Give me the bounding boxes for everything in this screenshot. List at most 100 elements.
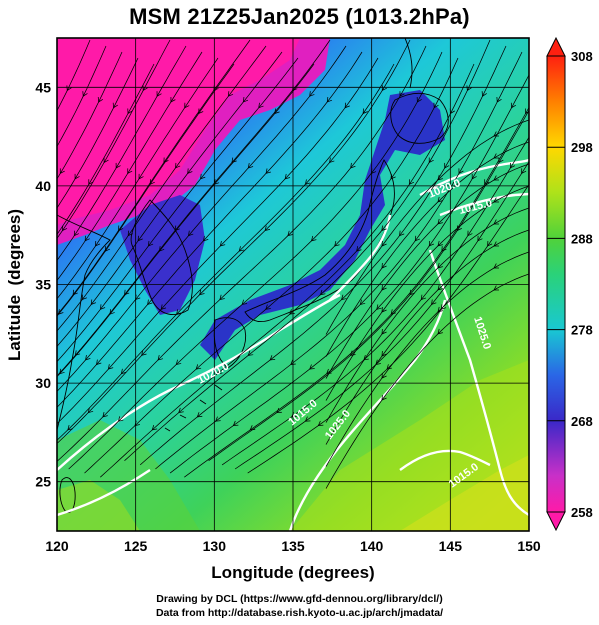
wind-arrow xyxy=(304,179,311,185)
streamline xyxy=(325,163,529,379)
wind-arrow xyxy=(381,240,387,247)
wind-arrow xyxy=(232,420,239,426)
x-tick-label: 125 xyxy=(124,538,148,554)
wind-arrow xyxy=(487,240,493,247)
wind-arrow xyxy=(149,179,155,185)
streamline xyxy=(57,63,315,378)
wind-arrow xyxy=(533,174,538,179)
korea-coastline xyxy=(130,199,193,316)
streamline xyxy=(325,273,529,489)
wind-arrow xyxy=(493,175,500,181)
y-tick-labels: 25 30 35 40 45 xyxy=(35,79,51,489)
wind-arrow xyxy=(157,354,164,361)
streamline xyxy=(84,57,459,474)
wind-arrow xyxy=(350,162,356,169)
streamline xyxy=(57,57,219,300)
colorbar-tick-label: 258 xyxy=(571,505,593,520)
wind-arrow xyxy=(265,168,271,174)
wind-arrow xyxy=(437,262,443,269)
kyushu-coastline xyxy=(213,317,247,369)
streamline xyxy=(139,45,507,466)
sakhalin-coastline xyxy=(404,38,413,89)
plot-frame xyxy=(56,37,530,532)
wind-arrow xyxy=(242,96,249,103)
wind-arrow xyxy=(67,424,73,431)
wind-arrow xyxy=(238,246,245,252)
wind-arrow xyxy=(390,309,397,315)
wind-arrow xyxy=(85,354,91,361)
wind-arrow xyxy=(437,306,443,313)
wind-arrow xyxy=(198,108,204,115)
wind-arrow xyxy=(381,225,387,232)
wind-arrow xyxy=(484,179,490,185)
x-tick-label: 120 xyxy=(45,538,69,554)
streamline xyxy=(57,39,331,376)
ryukyu-islands xyxy=(164,384,223,432)
wind-arrow xyxy=(356,246,362,252)
wind-arrow xyxy=(73,230,79,237)
colorbar: 258 268 278 288 298 308 xyxy=(546,36,593,532)
colorbar-tick-label: 278 xyxy=(571,323,593,338)
wind-arrow xyxy=(510,102,517,109)
credit-data: Data from http://database.rish.kyoto-u.a… xyxy=(155,607,444,619)
wind-arrow xyxy=(493,241,500,247)
hokkaido-coastline xyxy=(390,92,449,144)
streamline xyxy=(221,136,529,466)
wind-arrow xyxy=(381,394,387,401)
wind-arrow xyxy=(326,96,333,103)
wind-arrow xyxy=(200,173,206,180)
wind-arrow xyxy=(127,168,133,175)
streamline xyxy=(68,51,443,470)
streamline xyxy=(57,51,123,180)
wind-arrow xyxy=(97,96,104,103)
wind-arrow xyxy=(160,304,167,310)
colorbar-tick-label: 268 xyxy=(571,414,593,429)
wind-arrow xyxy=(381,284,387,291)
wind-arrow xyxy=(74,173,80,180)
wind-arrow xyxy=(344,102,350,109)
wind-arrow xyxy=(437,328,443,335)
wind-arrow xyxy=(117,416,124,422)
wind-arrow xyxy=(456,225,462,232)
isobar-1020-east xyxy=(419,158,529,197)
wind-arrow xyxy=(103,157,109,164)
wind-arrow xyxy=(409,289,415,296)
wind-arrow xyxy=(467,230,473,237)
wind-arrow xyxy=(326,368,332,375)
wind-arrow xyxy=(59,368,65,375)
wind-arrow xyxy=(184,102,190,109)
wind-arrow xyxy=(496,96,502,103)
wind-arrow xyxy=(493,219,500,225)
wind-arrow xyxy=(386,364,393,370)
wind-arrow xyxy=(493,263,500,269)
wind-arrow xyxy=(187,168,193,174)
wind-arrow xyxy=(112,102,118,109)
x-tick-label: 135 xyxy=(281,538,305,554)
streamline xyxy=(57,45,107,148)
wind-arrow xyxy=(381,372,387,379)
wind-arrow xyxy=(359,299,366,305)
wind-arrow xyxy=(477,235,483,242)
streamline xyxy=(325,185,529,401)
wind-arrow xyxy=(163,157,169,164)
wind-arrow xyxy=(141,350,147,356)
streamline xyxy=(57,45,267,332)
y-tick-label: 45 xyxy=(35,79,51,95)
streamline xyxy=(100,63,475,478)
wind-arrow xyxy=(196,412,203,418)
wind-arrow xyxy=(175,359,182,366)
colorbar-min-arrow xyxy=(546,511,566,532)
wind-arrow xyxy=(441,246,447,252)
wind-arrow xyxy=(350,350,356,356)
japan-cold-region xyxy=(200,90,445,360)
streamline xyxy=(57,51,283,347)
streamline xyxy=(155,51,523,470)
map-title: MSM 21Z25Jan2025 (1013.2hPa) xyxy=(129,4,470,29)
isobar-1015-west xyxy=(57,469,151,517)
wind-arrow xyxy=(498,157,504,164)
wind-arrow xyxy=(433,102,439,109)
colorbar-max-arrow xyxy=(546,36,566,57)
wind-arrow xyxy=(88,179,94,185)
y-tick-label: 30 xyxy=(35,375,51,391)
